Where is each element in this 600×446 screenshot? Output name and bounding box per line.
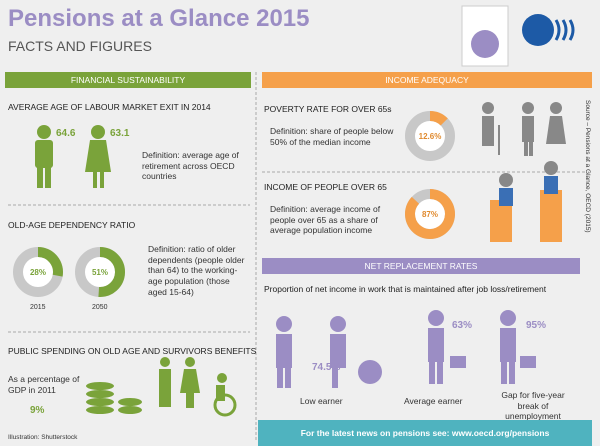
label: Gap for five-year break of unemployment bbox=[501, 390, 565, 422]
label: Average earner bbox=[404, 396, 463, 406]
woman-icon bbox=[85, 125, 111, 188]
value: 63% bbox=[452, 320, 473, 331]
section-heading: INCOME ADEQUACY bbox=[262, 72, 592, 88]
ring-label: 12.6% bbox=[419, 132, 442, 141]
heading: AVERAGE AGE OF LABOUR MARKET EXIT IN 201… bbox=[8, 102, 211, 112]
ring-label: 28% bbox=[30, 268, 46, 277]
ring-arc bbox=[98, 247, 125, 297]
ring-arc bbox=[429, 111, 448, 126]
intro: Proportion of net income in work that is… bbox=[264, 284, 547, 294]
ring-arc bbox=[37, 247, 63, 277]
ring-arc bbox=[405, 189, 455, 239]
break-icon bbox=[500, 310, 536, 384]
heading: POVERTY RATE FOR OVER 65s bbox=[264, 104, 392, 114]
description: As a percentage of GDP in 2011 bbox=[8, 374, 80, 395]
footer: For the latest news on pensions see: www… bbox=[258, 420, 592, 446]
value: 64.6 bbox=[56, 128, 76, 139]
title: Pensions at a Glance 2015 bbox=[8, 5, 310, 32]
value: 63.1 bbox=[110, 128, 130, 139]
value: 9% bbox=[30, 405, 45, 416]
definition: Definition: share of people below 50% of… bbox=[270, 126, 394, 147]
year: 2015 bbox=[30, 304, 46, 311]
man-icon bbox=[35, 125, 53, 188]
oecd-globe bbox=[522, 14, 554, 46]
coins-icon bbox=[86, 382, 142, 414]
value: 95% bbox=[526, 320, 547, 331]
definition: Definition: ratio of older dependents (p… bbox=[148, 244, 245, 297]
ring-label: 51% bbox=[92, 268, 108, 277]
subtitle: FACTS AND FIGURES bbox=[8, 38, 152, 54]
elderly-icons bbox=[159, 357, 237, 417]
section-heading: NET REPLACEMENT RATES bbox=[262, 258, 580, 274]
credit: Illustration: Shutterstock bbox=[8, 434, 78, 441]
elderly-couple-icon bbox=[482, 102, 566, 156]
oecd-logo bbox=[554, 19, 575, 41]
businessman-icon bbox=[428, 310, 466, 384]
definition: Definition: average income of people ove… bbox=[270, 204, 381, 236]
value: 74.5% bbox=[312, 362, 341, 373]
heading: OLD-AGE DEPENDENCY RATIO bbox=[8, 220, 136, 230]
heading: PUBLIC SPENDING ON OLD AGE AND SURVIVORS… bbox=[8, 346, 257, 356]
source: Source – Pensions at a Glance, OECD (201… bbox=[584, 100, 592, 233]
coins-seniors-icon bbox=[490, 161, 562, 242]
cover-art bbox=[471, 30, 499, 58]
section-heading: FINANCIAL SUSTAINABILITY bbox=[5, 72, 251, 88]
worker-icon bbox=[276, 316, 382, 388]
label: Low earner bbox=[300, 396, 343, 406]
year: 2050 bbox=[92, 304, 108, 311]
definition: Definition: average age of retirement ac… bbox=[142, 150, 239, 182]
heading: INCOME OF PEOPLE OVER 65 bbox=[264, 182, 387, 192]
ring-label: 87% bbox=[422, 210, 438, 219]
